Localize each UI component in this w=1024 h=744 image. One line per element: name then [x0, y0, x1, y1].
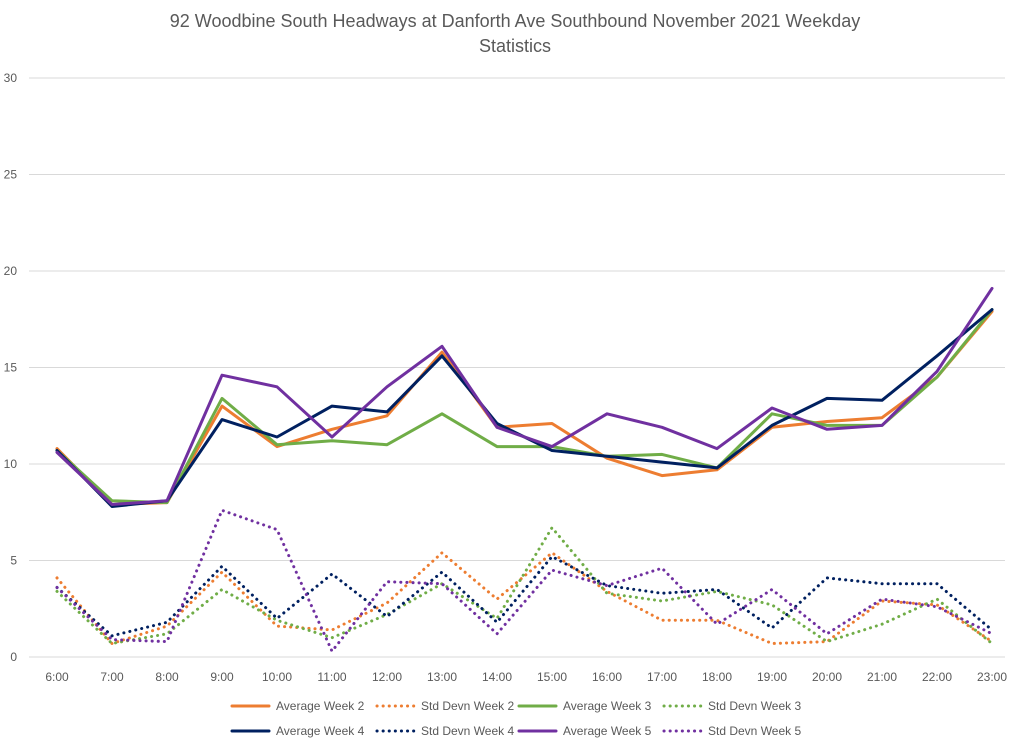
legend-label-std-devn-week-2: Std Devn Week 2	[421, 699, 514, 713]
y-tick-label: 0	[10, 650, 17, 664]
y-tick-label: 20	[4, 264, 18, 278]
y-tick-label: 10	[4, 457, 18, 471]
series-line-std-devn-week-4	[55, 555, 994, 638]
x-tick-label: 20:00	[812, 670, 842, 684]
y-axis-ticks: 0 5 10 15 20 25 30	[4, 71, 18, 664]
legend-label-average-week-5: Average Week 5	[563, 724, 652, 738]
series-line-average-week-2	[55, 310, 994, 506]
legend-label-average-week-2: Average Week 2	[276, 699, 365, 713]
y-tick-label: 15	[4, 361, 18, 375]
legend-label-average-week-4: Average Week 4	[276, 724, 365, 738]
chart-title-line-2: Statistics	[479, 36, 551, 56]
gridlines	[29, 77, 1005, 658]
series-line-average-week-4	[55, 308, 994, 508]
legend-label-std-devn-week-4: Std Devn Week 4	[421, 724, 514, 738]
x-tick-label: 9:00	[210, 670, 234, 684]
y-tick-label: 25	[4, 168, 18, 182]
legend-label-std-devn-week-5: Std Devn Week 5	[708, 724, 801, 738]
series-line-std-devn-week-5	[55, 508, 994, 653]
x-tick-label: 16:00	[592, 670, 622, 684]
series-line-std-devn-week-2	[55, 551, 994, 645]
x-tick-label: 7:00	[100, 670, 124, 684]
chart-title-line-1: 92 Woodbine South Headways at Danforth A…	[170, 11, 860, 31]
x-axis-ticks: 6:00 7:00 8:00 9:00 10:00 11:00 12:00 13:00 14:0…	[45, 670, 1007, 684]
series-line-average-week-3	[55, 308, 994, 505]
x-tick-label: 19:00	[757, 670, 787, 684]
legend: Average Week 2 Std Devn Week 2 Average Wee…	[230, 699, 801, 738]
x-tick-label: 18:00	[702, 670, 732, 684]
x-tick-label: 23:00	[977, 670, 1007, 684]
x-tick-label: 17:00	[647, 670, 677, 684]
x-tick-label: 14:00	[482, 670, 512, 684]
x-tick-label: 10:00	[262, 670, 292, 684]
x-tick-label: 22:00	[922, 670, 952, 684]
series-line-average-week-5	[55, 286, 994, 506]
x-tick-label: 8:00	[155, 670, 179, 684]
legend-label-average-week-3: Average Week 3	[563, 699, 652, 713]
legend-label-std-devn-week-3: Std Devn Week 3	[708, 699, 801, 713]
x-tick-label: 12:00	[372, 670, 402, 684]
x-tick-label: 15:00	[537, 670, 567, 684]
x-tick-label: 21:00	[867, 670, 897, 684]
series-lines	[55, 286, 994, 653]
y-tick-label: 30	[4, 71, 18, 85]
x-tick-label: 11:00	[317, 670, 346, 684]
x-tick-label: 13:00	[427, 670, 457, 684]
series-line-std-devn-week-3	[55, 526, 994, 645]
y-tick-label: 5	[10, 554, 17, 568]
x-tick-label: 6:00	[45, 670, 69, 684]
